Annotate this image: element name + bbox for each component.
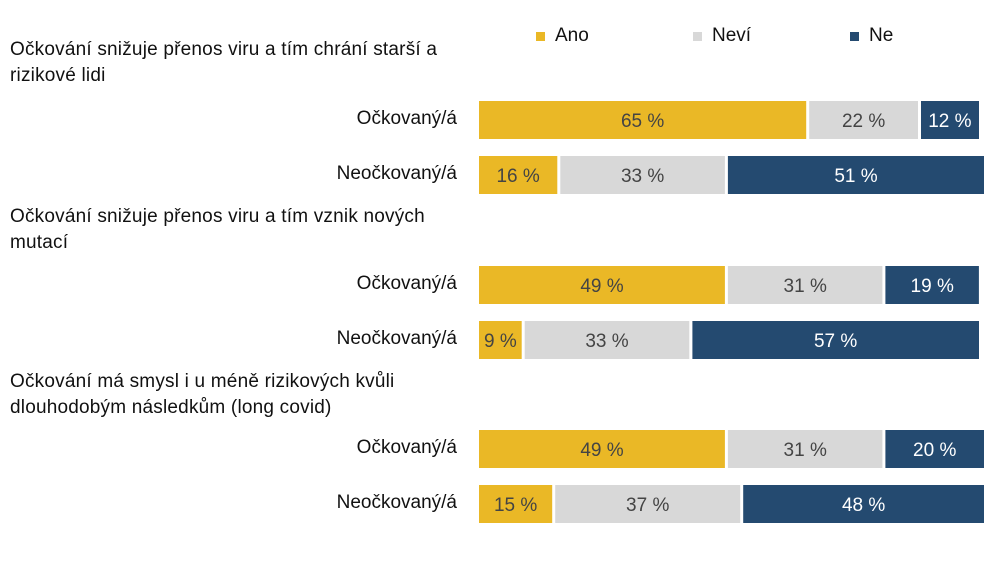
- group-title-2: Očkování snižuje přenos viru a tím vznik…: [10, 206, 425, 253]
- bar-g2-r2-nevi: [524, 321, 690, 359]
- row-label-g3-unvaccinated: Neočkovaný/á: [336, 492, 457, 513]
- value-label-g2-r2-nevi: 33 %: [585, 331, 628, 352]
- value-label-g3-r1-nevi: 31 %: [784, 440, 827, 461]
- legend-swatch-ne: [850, 31, 859, 41]
- value-label-g2-r1-nevi: 31 %: [784, 276, 827, 297]
- row-label-g2-vaccinated: Očkovaný/á: [356, 273, 457, 294]
- bar-g1-r2-nevi: [560, 156, 725, 194]
- legend-label-nevi: Neví: [712, 25, 752, 46]
- legend-swatch-ano: [536, 31, 545, 41]
- bar-g2-r1-nevi: [727, 266, 883, 304]
- value-label-g1-r2-ne: 51 %: [834, 166, 877, 187]
- legend-item-nevi: Neví: [693, 24, 751, 48]
- row-label-g3-vaccinated: Očkovaný/á: [356, 437, 457, 458]
- value-label-g1-r2-ano: 16 %: [496, 166, 539, 187]
- bar-g3-r2-nevi: [555, 485, 741, 523]
- legend-swatch-nevi: [693, 31, 702, 41]
- bar-g2-r2-ano: [479, 321, 522, 359]
- bar-g1-r1-ne: [921, 101, 979, 139]
- bar-g1-r2-ne: [727, 156, 984, 194]
- bar-g2-r1-ne: [885, 266, 979, 304]
- value-label-g3-r1-ano: 49 %: [580, 440, 623, 461]
- legend-item-ano: Ano: [536, 24, 589, 48]
- value-label-g2-r2-ne: 57 %: [814, 331, 857, 352]
- bar-g3-r1-nevi: [727, 430, 883, 468]
- value-label-g2-r2-ano: 9 %: [484, 331, 517, 352]
- bar-g3-r2-ne: [743, 485, 984, 523]
- legend-item-ne: Ne: [850, 24, 893, 48]
- value-label-g2-r1-ano: 49 %: [580, 276, 623, 297]
- value-label-g3-r2-nevi: 37 %: [626, 495, 669, 516]
- bar-g1-r1-ano: [479, 101, 807, 139]
- value-label-g1-r1-ne: 12 %: [928, 111, 971, 132]
- row-label-g1-unvaccinated: Neočkovaný/á: [336, 163, 457, 184]
- bar-g2-r2-ne: [692, 321, 979, 359]
- group-title-3: Očkování má smysl i u méně rizikových kv…: [10, 371, 395, 418]
- row-label-g2-unvaccinated: Neočkovaný/á: [336, 328, 457, 349]
- bar-g1-r2-ano: [479, 156, 558, 194]
- value-label-g1-r1-ano: 65 %: [621, 111, 664, 132]
- legend-label-ne: Ne: [869, 25, 894, 46]
- value-label-g1-r1-nevi: 22 %: [842, 111, 885, 132]
- bar-g1-r1-nevi: [809, 101, 918, 139]
- bar-g3-r1-ano: [479, 430, 725, 468]
- group-title-1: Očkování snižuje přenos viru a tím chrán…: [10, 39, 438, 86]
- value-label-g3-r2-ano: 15 %: [494, 495, 537, 516]
- value-label-g3-r2-ne: 48 %: [842, 495, 885, 516]
- value-label-g2-r1-ne: 19 %: [911, 276, 954, 297]
- row-label-g1-vaccinated: Očkovaný/á: [356, 108, 457, 129]
- bar-g3-r2-ano: [479, 485, 553, 523]
- bar-g3-r1-ne: [885, 430, 984, 468]
- value-label-g3-r1-ne: 20 %: [913, 440, 956, 461]
- bar-g2-r1-ano: [479, 266, 725, 304]
- value-label-g1-r2-nevi: 33 %: [621, 166, 664, 187]
- legend-label-ano: Ano: [555, 25, 589, 46]
